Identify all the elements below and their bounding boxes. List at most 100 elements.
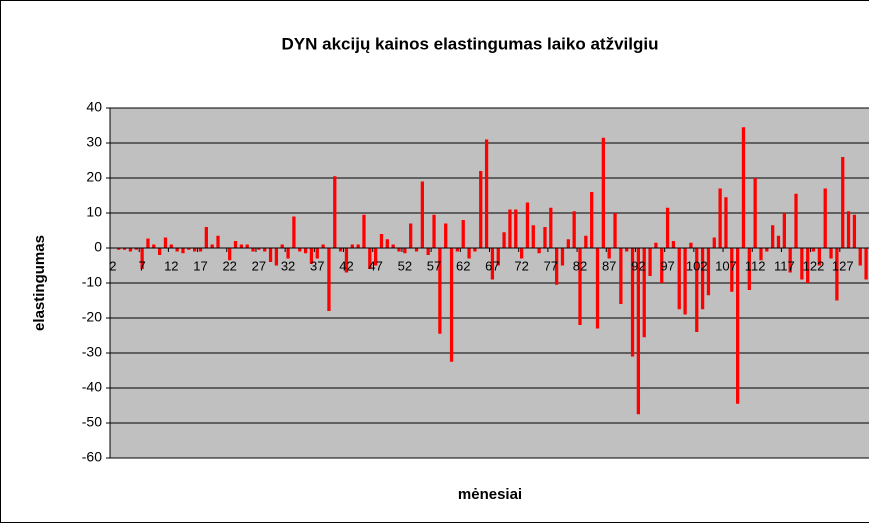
bar: [122, 248, 127, 250]
bar: [163, 237, 168, 248]
bar: [660, 248, 664, 283]
bar: [858, 248, 862, 266]
x-tick-label: 57: [427, 258, 441, 273]
bar: [333, 176, 337, 248]
bar: [642, 248, 646, 338]
bar: [835, 248, 839, 301]
bar: [432, 214, 436, 248]
bar: [187, 248, 191, 250]
bar: [426, 248, 430, 255]
bar: [759, 248, 763, 261]
bar: [175, 248, 179, 252]
bar: [846, 211, 851, 248]
bar: [397, 248, 401, 252]
bar: [344, 248, 349, 273]
bar: [700, 248, 705, 310]
bar: [420, 181, 424, 248]
bar: [771, 225, 775, 248]
bar: [811, 248, 816, 252]
bar: [152, 244, 156, 248]
bar: [140, 248, 144, 269]
bar: [817, 248, 822, 266]
bar: [689, 242, 693, 248]
bar: [648, 248, 652, 276]
x-tick-label: 82: [573, 258, 587, 273]
y-tick-label: 20: [86, 169, 102, 185]
bar: [572, 211, 576, 248]
bar: [461, 220, 465, 248]
bar: [321, 244, 325, 248]
x-tick-label: 12: [164, 258, 178, 273]
x-tick-label: 122: [803, 258, 825, 273]
y-tick-label: -40: [82, 379, 102, 395]
bar: [146, 238, 150, 248]
bar: [169, 244, 173, 248]
x-tick-label: 67: [485, 258, 499, 273]
x-tick-label: 87: [602, 258, 616, 273]
chart-title: DYN akcijų kainos elastingumas laiko atž…: [282, 34, 659, 53]
bar: [403, 248, 407, 254]
bar: [508, 209, 512, 248]
bar: [117, 248, 121, 250]
y-tick-label: -20: [82, 309, 102, 325]
bar: [695, 248, 699, 332]
x-tick-label: 77: [544, 258, 558, 273]
y-tick-label: 30: [86, 134, 102, 150]
bar: [157, 248, 162, 255]
x-tick-label: 127: [832, 258, 854, 273]
bar: [198, 248, 203, 252]
bar: [677, 248, 681, 310]
bar: [590, 192, 594, 248]
bar: [338, 248, 343, 252]
bar: [636, 248, 641, 415]
bar: [292, 216, 296, 248]
bar: [753, 178, 757, 248]
bar: [537, 248, 541, 254]
x-tick-label: 72: [514, 258, 528, 273]
bar: [619, 248, 623, 304]
x-tick-label: 37: [310, 258, 324, 273]
bar: [444, 223, 448, 248]
bar: [362, 214, 366, 248]
bar: [782, 213, 786, 248]
bar: [776, 235, 781, 248]
bar: [613, 213, 617, 248]
y-tick-label: -60: [82, 449, 102, 465]
bar: [788, 248, 792, 273]
y-axis-label: elastingumas: [31, 235, 48, 331]
bar: [829, 248, 833, 259]
bar: [724, 197, 728, 248]
bar: [712, 237, 716, 248]
bar: [654, 242, 658, 248]
bar: [496, 248, 500, 266]
bar: [298, 248, 302, 252]
bar: [806, 248, 810, 283]
bar: [228, 248, 232, 261]
bar: [268, 248, 273, 262]
bar: [239, 244, 244, 248]
bar: [841, 157, 845, 248]
bar: [595, 248, 600, 329]
bar: [379, 234, 384, 248]
bar: [502, 232, 506, 248]
bar: [233, 241, 238, 248]
bar: [303, 248, 308, 254]
x-tick-label: 117: [774, 258, 795, 273]
bar: [251, 248, 255, 252]
bar: [584, 235, 588, 248]
bar: [741, 127, 746, 248]
x-tick-label: 32: [281, 258, 295, 273]
bar: [455, 248, 460, 252]
bar: [625, 248, 629, 252]
bar: [350, 244, 354, 248]
bar: [438, 248, 442, 334]
x-axis-label: mėnesiai: [458, 486, 522, 503]
x-tick-label: 42: [339, 258, 353, 273]
x-tick-label: 62: [456, 258, 470, 273]
bar: [718, 188, 722, 248]
bar: [280, 244, 284, 248]
y-tick-label: 40: [86, 99, 102, 115]
y-tick-label: -10: [82, 274, 102, 290]
bar: [800, 248, 804, 280]
